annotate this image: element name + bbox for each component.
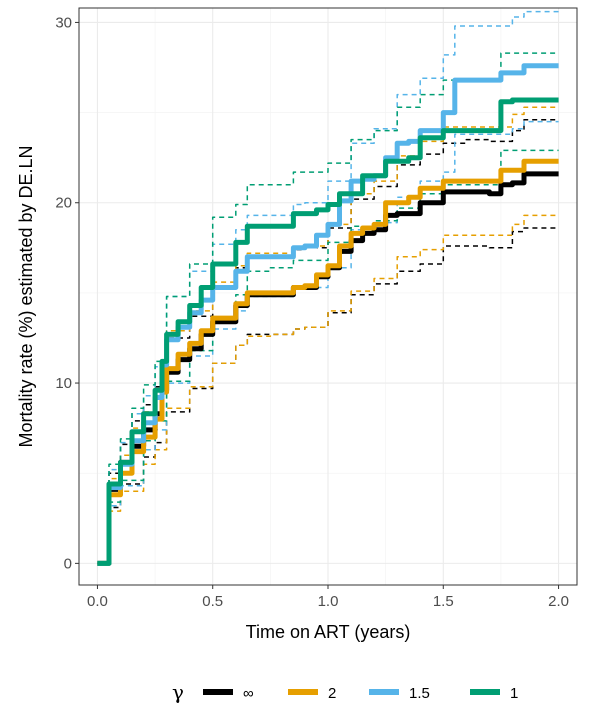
legend-label: 1 [510,685,518,702]
y-tick-label: 30 [55,14,72,31]
y-tick-label: 20 [55,195,72,212]
series-lower-ci [97,214,559,565]
x-tick-label: 2.0 [548,593,569,610]
x-tick-label: 0.0 [87,593,108,610]
y-tick-label: 0 [64,555,72,572]
legend-label: ∞ [243,685,254,702]
series-upper-ci [97,52,559,565]
y-tick-label: 10 [55,375,72,392]
series-lower-ci [97,149,559,565]
y-axis-title: Mortality rate (%) estimated by DE.LN [16,145,36,447]
x-axis-title: Time on ART (years) [246,622,411,642]
x-tick-label: 0.5 [202,593,223,610]
legend-title: γ [172,680,184,704]
series-lines [97,10,559,566]
legend: γ ∞ 2 1.5 1 [172,680,518,704]
x-tick-label: 1.5 [433,593,454,610]
grid [79,8,577,585]
legend-label: 2 [328,685,336,702]
legend-label: 1.5 [409,685,430,702]
series-estimate-line [97,97,559,566]
x-tick-label: 1.0 [318,593,339,610]
x-axis: 0.0 0.5 1.0 1.5 2.0 [87,585,569,610]
y-axis: 0 10 20 30 [55,14,79,572]
series-estimate-line [97,63,559,566]
